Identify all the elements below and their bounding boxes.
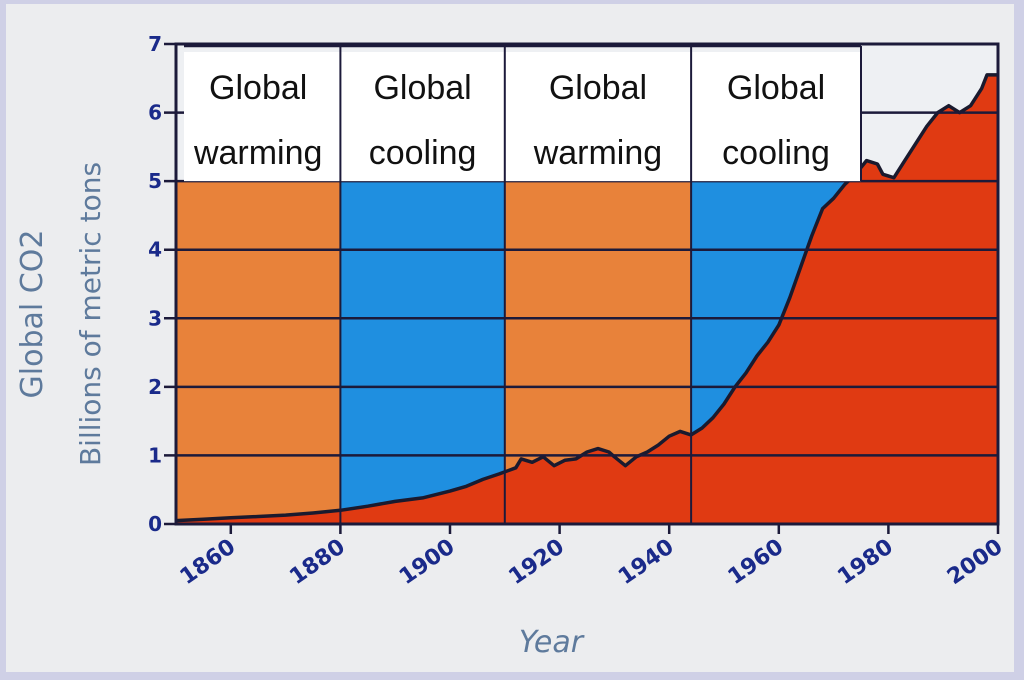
band-cooling-1 [340, 181, 505, 524]
xtick-label-2000: 2000 [943, 534, 1007, 590]
band-label-line2-2: warming [533, 134, 662, 172]
band-label-line2-1: cooling [369, 134, 477, 172]
band-label-line1-1: Global [373, 69, 471, 107]
area-layer [175, 73, 998, 525]
ytick-label-5: 5 [148, 169, 162, 193]
chart-frame: Global warming Global cooling Global warming G… [6, 4, 1014, 672]
co2-area-chart: Global warming Global cooling Global warming G… [15, 32, 1007, 660]
band-label-line2-3: cooling [722, 134, 830, 172]
co2-area [176, 74, 998, 525]
band-label-line2-0: warming [193, 134, 322, 172]
xtick-label-1860: 1860 [176, 534, 240, 590]
x-axis-title: Year [519, 625, 585, 660]
xtick-label-1880: 1880 [285, 534, 349, 590]
xtick-label-1940: 1940 [614, 534, 678, 590]
ytick-label-7: 7 [148, 32, 162, 56]
band-label-line1-2: Global [549, 69, 647, 107]
ytick-label-0: 0 [148, 512, 162, 536]
ytick-label-6: 6 [148, 101, 162, 125]
y-axis-title: Global CO2 [15, 230, 50, 399]
band-label-strip [184, 52, 861, 182]
band-label-line1-0: Global [209, 69, 307, 107]
ytick-label-1: 1 [148, 443, 162, 467]
ytick-label-3: 3 [148, 306, 162, 330]
plot-frame [174, 42, 1000, 526]
xtick-label-1920: 1920 [505, 534, 569, 590]
xtick-label-1980: 1980 [833, 534, 897, 590]
ytick-label-2: 2 [148, 375, 162, 399]
xtick-label-1960: 1960 [724, 534, 788, 590]
y-axis-subtitle: Billions of metric tons [74, 162, 107, 466]
xtick-label-1900: 1900 [395, 534, 459, 590]
band-labels-layer: Global warming Global cooling Global warming G… [184, 44, 862, 524]
co2-line [175, 73, 998, 523]
ytick-label-4: 4 [148, 238, 162, 262]
band-warming-0 [176, 181, 341, 524]
band-label-line1-3: Global [727, 69, 825, 107]
